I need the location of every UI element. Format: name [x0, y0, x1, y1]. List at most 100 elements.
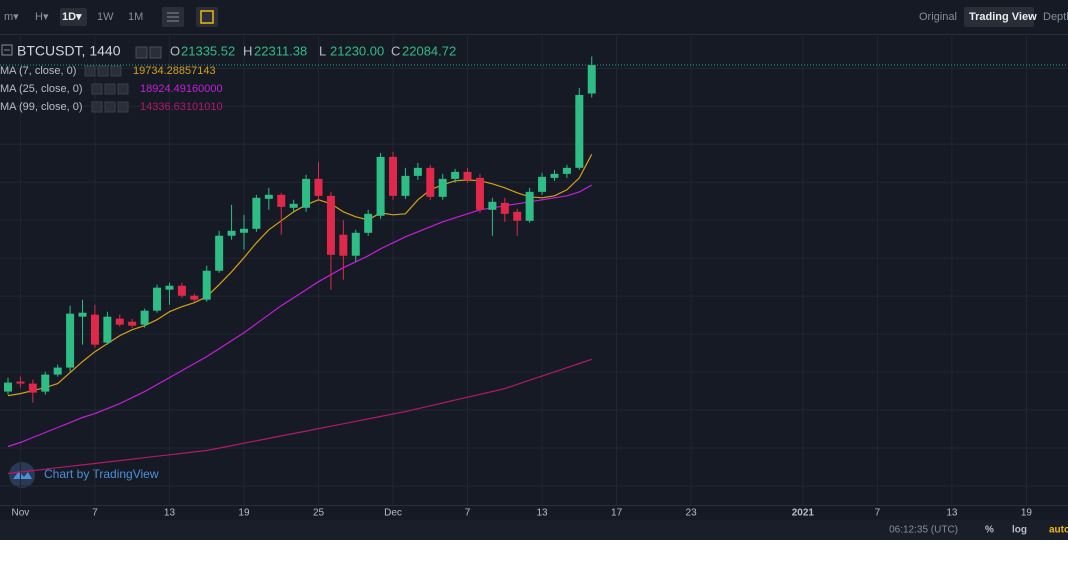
candle-body [16, 381, 25, 384]
x-tick-label: 25 [313, 508, 325, 519]
legend-icon[interactable] [110, 65, 122, 77]
toolbar-bg [0, 0, 1068, 34]
interval-button[interactable]: 1W [97, 11, 114, 23]
x-tick-label: Dec [384, 508, 402, 519]
ohlc-name: H [243, 43, 252, 58]
ohlc-name: C [391, 43, 400, 58]
legend-icon[interactable] [104, 83, 116, 95]
view-button[interactable]: Trading View [969, 11, 1037, 23]
symbol-title: BTCUSDT, 1440 [17, 43, 121, 59]
footer-option[interactable]: % [985, 525, 994, 536]
candle-body [90, 314, 99, 345]
legend-icon[interactable] [117, 101, 129, 113]
x-tick-label: 7 [875, 508, 881, 519]
ohlc-value: 21230.00 [330, 43, 384, 58]
ma-line [7, 358, 592, 475]
view-button[interactable]: Depth [1043, 11, 1068, 23]
candle-body [351, 232, 360, 256]
clock: 06:12:35 (UTC) [889, 525, 958, 536]
candle-body [538, 176, 547, 192]
candle-body [103, 316, 112, 343]
candle-body [177, 285, 186, 296]
candle-body [4, 382, 12, 392]
x-tick-label: 13 [164, 508, 176, 519]
candle-body [562, 167, 571, 174]
logo-mark [13, 471, 32, 479]
legend-icon[interactable] [104, 101, 116, 113]
candle-body [302, 178, 311, 208]
candle-body [115, 318, 124, 325]
x-tick-label: Nov [12, 508, 30, 519]
candle-body [28, 383, 37, 393]
ma-legend-value: 14336.63101010 [140, 101, 223, 113]
interval-button[interactable]: m▾ [4, 11, 19, 23]
interval-active-bg [60, 8, 87, 26]
candle-body [53, 367, 62, 375]
candle-body [78, 312, 87, 317]
candle-body [215, 235, 224, 271]
x-tick-label: 7 [465, 508, 471, 519]
interval-button[interactable]: 1M [128, 11, 143, 23]
ma-legend-value: 18924.49160000 [140, 83, 223, 95]
candle-body [376, 156, 385, 216]
ohlc-value: 22084.72 [402, 43, 456, 58]
legend-icon[interactable] [149, 46, 162, 59]
candle-body [66, 313, 75, 368]
candle-body [500, 202, 509, 214]
x-tick-label: 23 [686, 508, 698, 519]
candle-body [239, 228, 248, 233]
candle-body [463, 171, 472, 180]
candle-body [438, 178, 447, 197]
app: Chart by TradingView 06:12:35 (UTC) Nov 7… [0, 0, 1068, 540]
candle-body [426, 167, 435, 197]
candle-body [401, 175, 410, 196]
x-tick-label: 13 [946, 508, 958, 519]
brand[interactable]: Chart by TradingView [44, 467, 159, 481]
footer-option[interactable]: log [1012, 525, 1027, 536]
x-tick-label: 7 [92, 508, 98, 519]
legend-icon[interactable] [91, 101, 103, 113]
candle-body [165, 285, 174, 290]
interval-button[interactable]: 1D▾ [62, 11, 82, 23]
ohlc-name: O [170, 43, 180, 58]
candle-body [389, 156, 398, 196]
view-button[interactable]: Original [919, 11, 957, 23]
candle-body [314, 178, 323, 196]
candle-body [525, 191, 534, 221]
legend-icon[interactable] [97, 65, 109, 77]
ohlc-value: 21335.52 [181, 43, 235, 58]
candle-body [339, 234, 348, 256]
candle-body [128, 321, 137, 326]
view-active-bg [964, 7, 1034, 27]
chart: Chart by TradingView 06:12:35 (UTC) Nov 7… [0, 0, 1068, 540]
candle-body [190, 295, 199, 300]
collapse-icon[interactable] [1, 44, 13, 56]
ohlc-value: 22311.38 [254, 43, 307, 58]
candle-body [326, 195, 335, 255]
candle-body [202, 270, 211, 300]
candle-body [364, 213, 373, 233]
footer-bg [0, 520, 1068, 540]
icon [200, 10, 214, 24]
ma-legend-name: MA (25, close, 0) [0, 83, 83, 95]
candle-body [475, 177, 484, 210]
ma-legend-value: 19734.28857143 [133, 65, 216, 77]
candle-body [140, 310, 149, 325]
candle-body [488, 201, 497, 210]
legend-icon[interactable] [91, 83, 103, 95]
x-tick-label: 19 [1021, 508, 1033, 519]
legend-icon[interactable] [84, 65, 96, 77]
legend-icon[interactable] [117, 83, 129, 95]
legend-icon[interactable] [135, 46, 148, 59]
ohlc-name: L [319, 43, 326, 58]
footer-option[interactable]: auto [1049, 525, 1068, 536]
candle-body [451, 171, 460, 179]
x-tick-label: 17 [611, 508, 623, 519]
ma-line [7, 154, 593, 397]
candle-body [41, 374, 50, 392]
x-tick-label: 2021 [792, 508, 815, 519]
candle-body [252, 197, 261, 229]
interval-button[interactable]: H▾ [35, 11, 49, 23]
fullscreen-button[interactable] [196, 7, 218, 27]
candle-body [513, 211, 522, 221]
